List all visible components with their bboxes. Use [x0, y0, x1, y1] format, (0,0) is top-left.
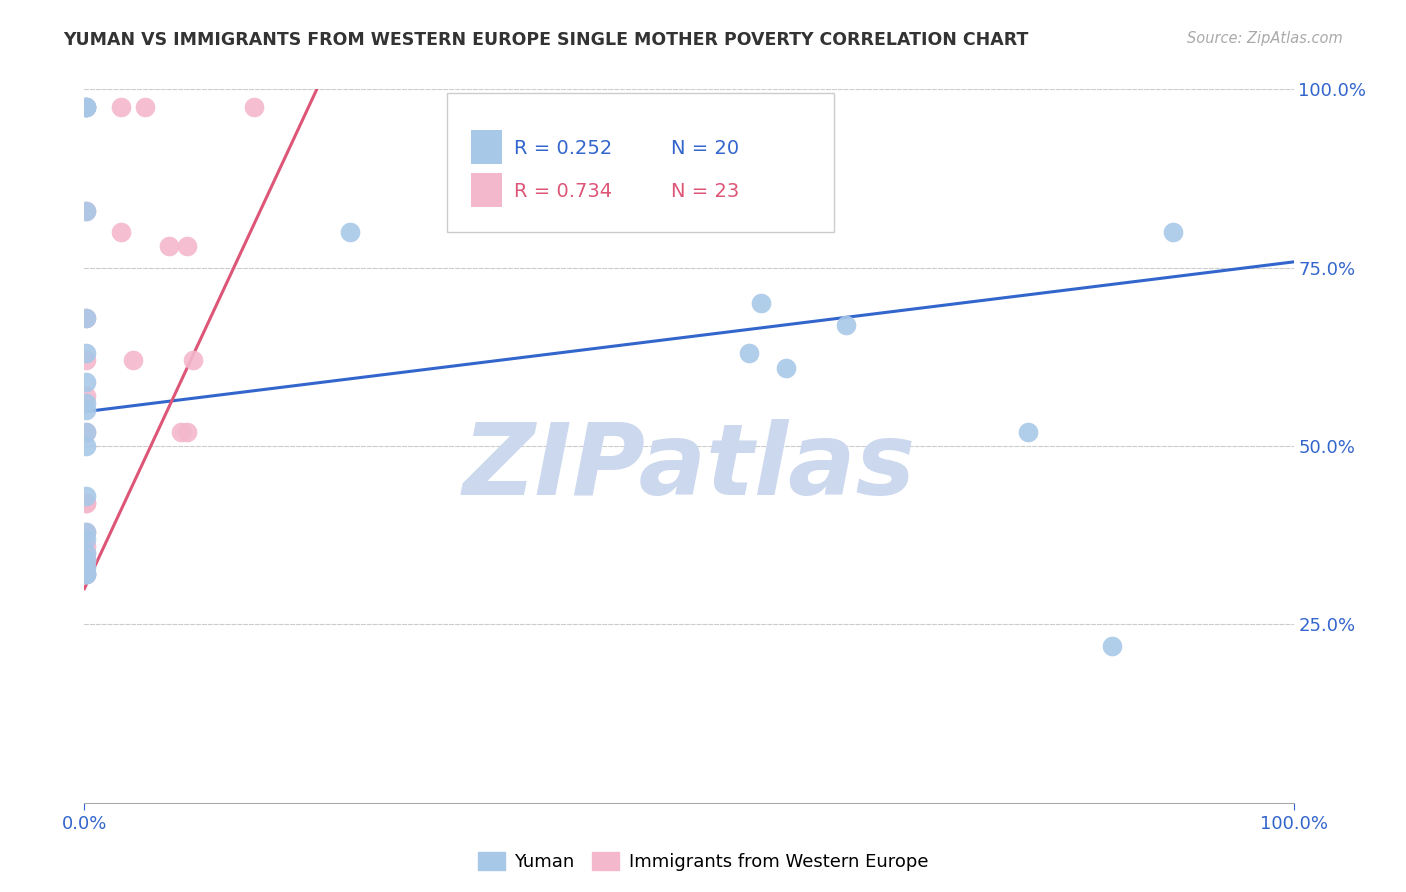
Point [75, 567, 97, 582]
Point [641, 100, 664, 114]
FancyBboxPatch shape [471, 130, 502, 164]
Point [170, 425, 193, 439]
Point [520, 203, 543, 218]
Point [110, 225, 132, 239]
Point [75, 403, 97, 417]
Point [75, 346, 97, 360]
FancyBboxPatch shape [471, 173, 502, 207]
Point [835, 318, 858, 332]
Point [176, 239, 198, 253]
Point [75, 546, 97, 560]
Point [110, 100, 132, 114]
Point [75, 353, 97, 368]
Point [75, 375, 97, 389]
Point [75, 203, 97, 218]
Point [75, 496, 97, 510]
Point [738, 346, 761, 360]
Point [1017, 425, 1039, 439]
Point [75, 489, 97, 503]
Point [176, 425, 198, 439]
Text: R = 0.252: R = 0.252 [513, 139, 612, 158]
Text: YUMAN VS IMMIGRANTS FROM WESTERN EUROPE SINGLE MOTHER POVERTY CORRELATION CHART: YUMAN VS IMMIGRANTS FROM WESTERN EUROPE … [63, 31, 1029, 49]
Point [75, 532, 97, 546]
Point [75, 524, 97, 539]
Point [181, 353, 204, 368]
Text: N = 20: N = 20 [671, 139, 740, 158]
Point [75, 389, 97, 403]
Point [121, 353, 143, 368]
Point [242, 100, 264, 114]
Point [1101, 639, 1123, 653]
Point [75, 100, 97, 114]
Text: N = 23: N = 23 [671, 182, 740, 201]
Point [75, 100, 97, 114]
Point [75, 496, 97, 510]
Point [75, 567, 97, 582]
Point [75, 310, 97, 325]
Point [75, 396, 97, 410]
Point [75, 310, 97, 325]
Point [75, 546, 97, 560]
Point [75, 567, 97, 582]
Point [339, 225, 361, 239]
Point [75, 100, 97, 114]
Point [75, 560, 97, 574]
FancyBboxPatch shape [447, 93, 834, 232]
Point [1161, 225, 1184, 239]
Point [75, 100, 97, 114]
Point [75, 567, 97, 582]
Legend: Yuman, Immigrants from Western Europe: Yuman, Immigrants from Western Europe [471, 845, 935, 879]
Point [75, 203, 97, 218]
Point [75, 425, 97, 439]
Point [157, 239, 180, 253]
Point [75, 524, 97, 539]
Point [75, 553, 97, 567]
Point [75, 539, 97, 553]
Point [775, 360, 797, 375]
Point [75, 439, 97, 453]
Point [75, 425, 97, 439]
Point [751, 296, 773, 310]
Point [134, 100, 156, 114]
Text: R = 0.734: R = 0.734 [513, 182, 612, 201]
Text: Source: ZipAtlas.com: Source: ZipAtlas.com [1187, 31, 1343, 46]
Point [75, 553, 97, 567]
Text: ZIPatlas: ZIPatlas [463, 419, 915, 516]
